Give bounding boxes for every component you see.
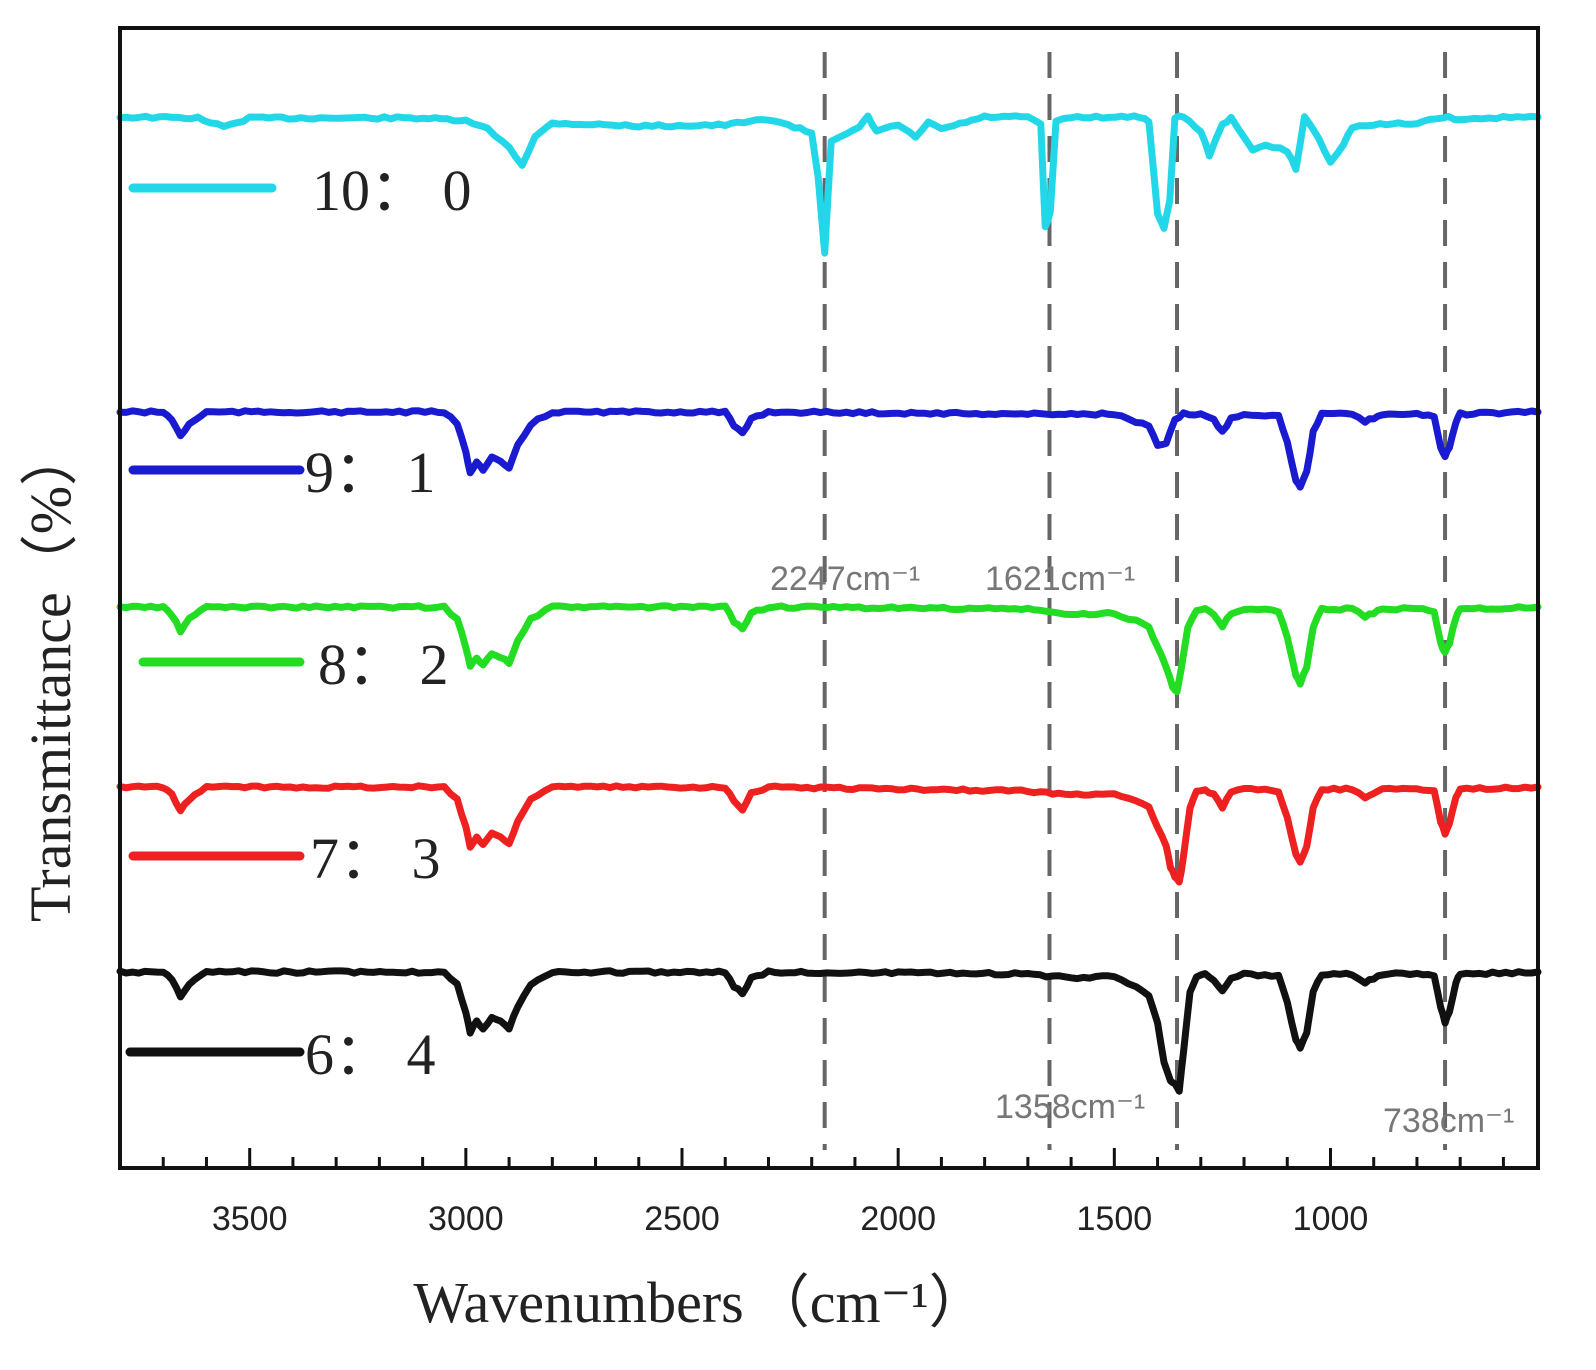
legend-label: 7： 3 bbox=[310, 826, 441, 891]
legend-label: 8： 2 bbox=[318, 632, 449, 697]
x-tick-label: 1500 bbox=[1077, 1200, 1153, 1238]
peak-annotation: 2247cm⁻¹ bbox=[770, 560, 920, 598]
x-tick-label: 2000 bbox=[860, 1200, 936, 1238]
legend-label: 10： 0 bbox=[312, 158, 472, 223]
x-tick-label: 3500 bbox=[212, 1200, 288, 1238]
legend-label: 6： 4 bbox=[305, 1022, 436, 1087]
legend-label: 9： 1 bbox=[305, 440, 436, 505]
x-axis-ticks: 3500 3000 2500 2000 1500 1000 bbox=[118, 1148, 1505, 1238]
peak-annotation: 1358cm⁻¹ bbox=[995, 1088, 1145, 1126]
x-tick-label: 3000 bbox=[428, 1200, 504, 1238]
spectrum-line bbox=[116, 407, 1542, 491]
spectrum-line bbox=[116, 112, 1542, 257]
spectrum-line bbox=[116, 967, 1542, 1095]
x-tick-label: 1000 bbox=[1293, 1200, 1369, 1238]
legend: 10： 0 9： 1 8： 2 7： 3 6： 4 bbox=[125, 158, 472, 1087]
annotations: 2247cm⁻¹ 1621cm⁻¹ 1358cm⁻¹ 738cm⁻¹ bbox=[770, 560, 1514, 1140]
x-tick-label: 2500 bbox=[644, 1200, 720, 1238]
y-axis-title: Transmittance（%） bbox=[18, 428, 83, 922]
spectrum-line bbox=[116, 782, 1542, 886]
x-axis-title: Wavenumbers （cm⁻¹） bbox=[413, 1270, 986, 1335]
peak-annotation: 738cm⁻¹ bbox=[1383, 1102, 1514, 1140]
spectrum-line bbox=[116, 602, 1542, 696]
peak-annotation: 1621cm⁻¹ bbox=[985, 560, 1135, 598]
spectra bbox=[116, 112, 1542, 1095]
plot-frame bbox=[118, 26, 1540, 1170]
